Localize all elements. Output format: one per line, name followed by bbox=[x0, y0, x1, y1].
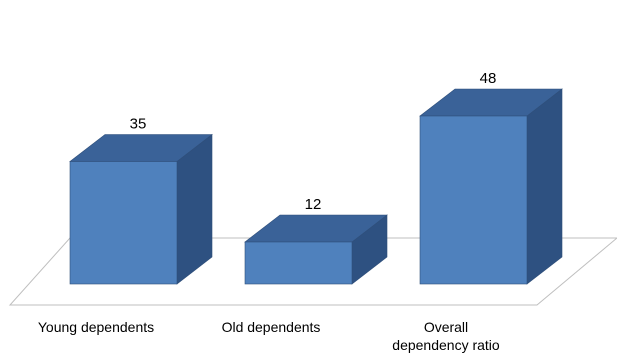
bar-front-face bbox=[419, 115, 528, 285]
category-label: Young dependents bbox=[38, 319, 154, 335]
bar-front-face bbox=[244, 241, 353, 285]
category-labels-group: Young dependents Old dependents Overall dep… bbox=[38, 319, 500, 353]
bar-3 bbox=[419, 88, 563, 285]
category-label: Overall dependency ratio bbox=[392, 319, 500, 353]
bar-2 bbox=[244, 214, 388, 285]
data-label: 12 bbox=[305, 196, 322, 213]
chart-floor bbox=[8, 237, 617, 306]
data-label: 35 bbox=[130, 116, 147, 133]
category-label: Old dependents bbox=[222, 319, 321, 335]
data-label: 48 bbox=[480, 70, 497, 87]
bar-front-face bbox=[69, 161, 178, 285]
bar-1 bbox=[69, 133, 213, 285]
data-labels-group: 35 12 48 bbox=[130, 70, 497, 213]
bars-group bbox=[69, 88, 563, 285]
bar-side-face bbox=[526, 88, 563, 285]
